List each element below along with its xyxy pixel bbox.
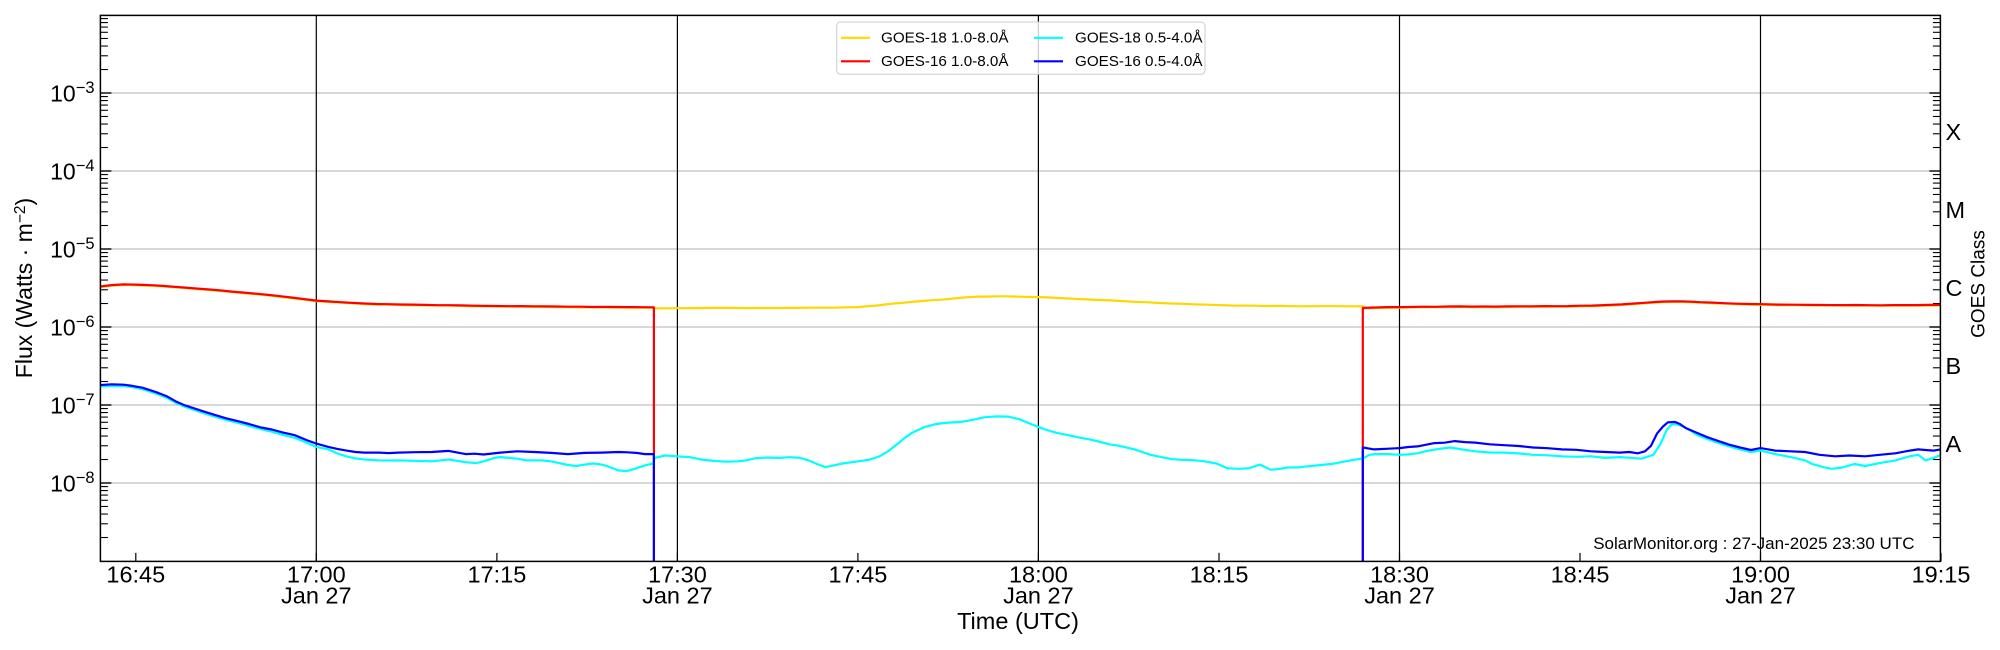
svg-text:16:45: 16:45 [106,562,165,588]
svg-text:Flux (Watts · m−2): Flux (Watts · m−2) [11,198,37,378]
svg-text:19:00: 19:00 [1731,562,1790,588]
svg-text:GOES-18 1.0-8.0Å: GOES-18 1.0-8.0Å [881,29,1009,46]
svg-text:Jan 27: Jan 27 [1364,583,1435,609]
svg-text:17:15: 17:15 [467,562,526,588]
svg-text:18:30: 18:30 [1370,562,1429,588]
svg-text:GOES-16 0.5-4.0Å: GOES-16 0.5-4.0Å [1075,53,1203,70]
svg-text:M: M [1946,197,1966,223]
svg-text:GOES-16 1.0-8.0Å: GOES-16 1.0-8.0Å [881,53,1009,70]
svg-text:Jan 27: Jan 27 [642,583,713,609]
svg-text:19:15: 19:15 [1912,562,1971,588]
svg-text:B: B [1946,353,1962,379]
svg-text:18:45: 18:45 [1551,562,1610,588]
svg-text:18:00: 18:00 [1009,562,1068,588]
svg-text:Jan 27: Jan 27 [281,583,352,609]
svg-text:17:00: 17:00 [287,562,346,588]
svg-text:Jan 27: Jan 27 [1003,583,1074,609]
svg-text:C: C [1946,275,1963,301]
svg-text:10−4: 10−4 [50,157,94,185]
svg-text:17:30: 17:30 [648,562,707,588]
svg-text:SolarMonitor.org : 27-Jan-2025: SolarMonitor.org : 27-Jan-2025 23:30 UTC [1593,534,1914,553]
svg-text:17:45: 17:45 [828,562,887,588]
svg-text:X: X [1946,119,1962,145]
svg-text:GOES-18 0.5-4.0Å: GOES-18 0.5-4.0Å [1075,29,1203,46]
svg-text:GOES Class: GOES Class [1969,230,1990,338]
svg-text:Time (UTC): Time (UTC) [957,608,1079,634]
svg-text:Jan 27: Jan 27 [1725,583,1796,609]
svg-text:18:15: 18:15 [1190,562,1249,588]
svg-text:A: A [1946,431,1962,457]
svg-text:10−7: 10−7 [50,391,94,419]
